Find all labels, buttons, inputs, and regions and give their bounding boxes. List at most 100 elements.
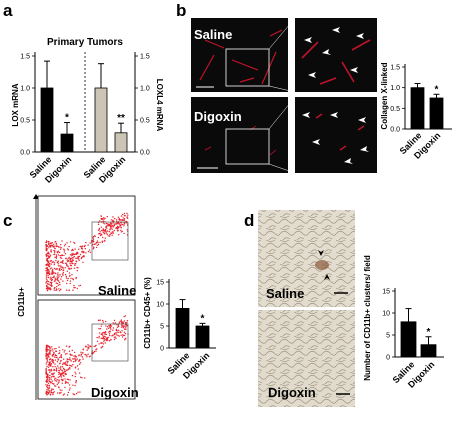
flow-dot [61,366,64,368]
flow-dot [110,226,113,228]
flow-dot [52,355,54,357]
flow-dot [56,361,59,363]
flow-dot [54,385,56,387]
flow-dot [116,324,118,326]
flow-dot [72,254,74,256]
flow-dot [69,268,71,270]
flow-dot [60,255,62,257]
flow-dot [74,384,76,387]
panel-letter-a: a [3,1,13,20]
flow-dot [71,262,73,265]
flow-dot [110,227,112,229]
flow-dot [67,257,69,260]
flow-dot [55,367,58,369]
flow-dot [54,359,57,361]
flow-dot [81,256,83,259]
flow-dot [74,358,76,360]
flow-dot [119,321,121,323]
flow-dot [56,379,58,381]
flow-dot [116,326,119,328]
flow-dot [98,343,100,345]
flow-dot [101,234,103,236]
flow-dot [92,241,94,243]
flow-dot [121,321,123,323]
flow-dot [54,277,56,279]
flow-dot [48,245,51,247]
saline-micrograph [191,18,288,92]
flow-dot [72,384,74,386]
flow-dot [85,252,87,254]
flow-dot [67,378,70,381]
flow-dot [116,330,118,332]
flow-dot [120,326,123,328]
flow-dot [72,259,74,261]
flow-dot [71,260,74,262]
digoxin-histology-label: Digoxin [268,385,316,400]
flow-dot [126,321,128,324]
flow-dot [46,253,49,255]
bar [94,87,108,153]
flow-dot [119,219,121,221]
flow-dot [75,260,77,262]
flow-dot [127,214,129,216]
flow-dot [78,360,81,362]
tick-label: 0.5 [390,106,400,113]
flow-dot [86,349,88,351]
flow-dot [59,350,61,352]
flow-dot [98,335,100,338]
flow-dot [79,284,82,287]
flow-dot [51,242,53,244]
flow-dot [123,223,125,226]
flow-dot [108,231,111,233]
flow-dot [94,345,97,347]
flow-dot [69,263,71,265]
flow-dot [67,249,70,251]
panel-d-chart: 0 5 10 15 * Number of CD11b+ clusters/ fiel… [363,255,444,390]
flow-dot [105,325,107,327]
flow-dot [45,384,47,386]
flow-dot [65,373,67,375]
flow-dot [72,278,74,280]
flow-dot [81,248,83,250]
flow-dot [61,240,63,242]
flow-dot [92,236,95,238]
flow-dot [104,342,107,344]
flow-dot [51,374,54,376]
flow-dot [57,376,59,378]
flow-dot [116,332,118,334]
flow-dot [99,234,102,237]
flow-dot [112,322,114,324]
flow-dot [49,348,51,350]
flow-dot [48,377,50,379]
flow-dot [75,277,77,280]
flow-dot [59,290,61,292]
flow-dot [99,231,101,233]
flow-dot [71,354,73,356]
flow-ylabel: CD11b+ [17,287,26,317]
flow-dot [81,377,83,379]
flow-dot [108,225,110,227]
flow-dot [73,267,76,269]
flow-dot [48,241,50,243]
tick-label: 1.0 [140,86,150,93]
flow-dot [52,392,54,394]
flow-dot [59,362,61,364]
flow-dot [101,240,104,242]
flow-dot [88,345,90,347]
flow-dot [101,342,104,344]
flow-dot [75,263,77,265]
flow-dot [75,252,78,254]
flow-dot [106,338,109,340]
flow-dot [57,263,60,265]
flow-dot [47,255,50,257]
flow-dot [118,322,121,324]
flow-dot [50,283,53,285]
flow-dot [84,354,86,356]
flow-dot [48,257,51,259]
flow-dot [49,268,52,270]
flow-dot [61,379,64,382]
flow-dot [111,234,113,236]
flow-dot [59,352,61,354]
flow-dot [75,373,77,375]
flow-dot [92,243,94,246]
